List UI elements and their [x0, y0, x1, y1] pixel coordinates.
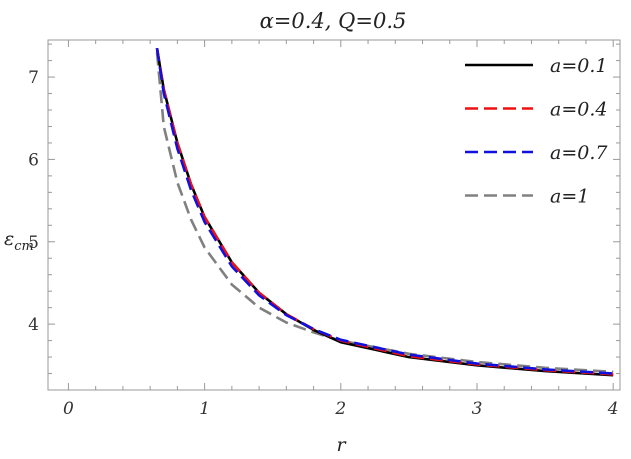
series-line-a-0-7: [155, 48, 614, 375]
x-tick-label: 4: [607, 399, 619, 419]
y-tick-label: 4: [28, 315, 39, 335]
x-tick-label: 3: [472, 399, 483, 419]
legend-label: a=1: [550, 186, 589, 208]
legend-label: a=0.4: [550, 99, 607, 121]
series-line-a-0-4: [155, 47, 614, 376]
x-axis-label: r: [336, 434, 347, 456]
series-line-a-1: [155, 52, 614, 374]
y-tick-label: 6: [28, 150, 39, 170]
x-tick-label: 0: [63, 399, 74, 419]
y-axis-label-main: ε: [4, 228, 14, 250]
y-tick-label: 5: [28, 233, 39, 253]
y-axis-label: εcm: [4, 228, 34, 254]
chart-title: α=0.4, Q=0.5: [260, 9, 407, 33]
series-line-a-0-1: [155, 47, 614, 377]
tick-marks: [48, 40, 620, 390]
y-axis-label-sub: cm: [14, 239, 34, 254]
legend: a=0.1 a=0.4 a=0.7 a=1: [465, 55, 608, 208]
series-lines: [155, 47, 614, 377]
tick-labels: 0 1 2 3 4 4 5 6 7: [28, 68, 618, 419]
y-tick-label: 7: [28, 68, 39, 88]
legend-label: a=0.7: [550, 142, 608, 164]
x-tick-label: 2: [334, 399, 346, 419]
legend-label: a=0.1: [550, 55, 607, 77]
x-tick-label: 1: [199, 399, 210, 419]
plot-frame: [47, 39, 621, 391]
